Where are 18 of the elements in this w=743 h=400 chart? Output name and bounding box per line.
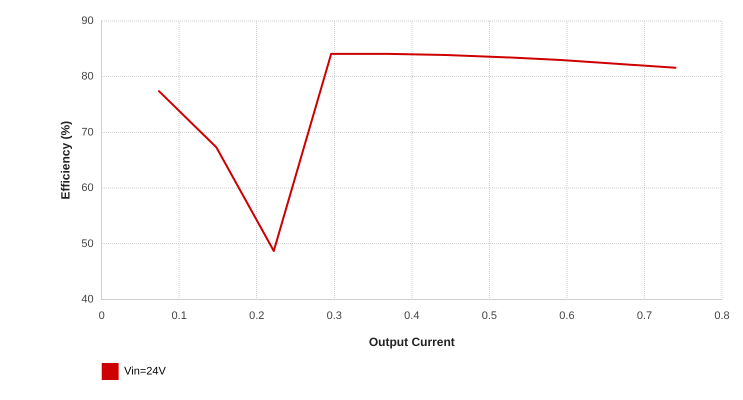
y-tick-label: 40: [81, 293, 94, 306]
x-tick-label: 0.7: [636, 310, 652, 322]
x-tick-label: 0.2: [249, 310, 264, 322]
x-tick-label: 0.1: [172, 310, 187, 322]
x-tick-label: 0.8: [714, 310, 730, 322]
x-axis-title: Output Current: [368, 335, 455, 350]
y-axis-title: Efficiency (%): [58, 120, 73, 200]
y-tick-label: 70: [81, 126, 94, 138]
x-tick-label: 0.3: [326, 310, 342, 322]
y-tick-label: 80: [81, 70, 94, 83]
legend-label: Vin=24V: [124, 366, 166, 378]
y-tick-label: 50: [81, 238, 94, 250]
x-tick-label: 0.5: [482, 310, 498, 322]
y-tick-label: 90: [81, 15, 94, 28]
x-tick-label: 0: [98, 310, 105, 322]
x-tick-label: 0.4: [404, 310, 420, 322]
x-tick-label: 0.6: [559, 310, 575, 322]
y-tick-label: 60: [81, 182, 94, 194]
